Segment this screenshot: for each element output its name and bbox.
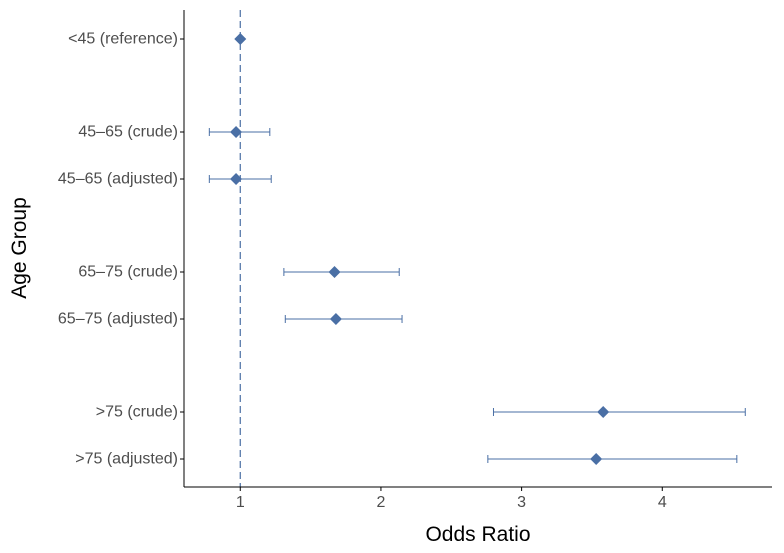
point-estimate-marker (590, 453, 603, 465)
point-estimate-marker (230, 126, 243, 138)
point-estimate-marker (597, 406, 610, 418)
error-bar (492, 408, 746, 416)
y-tick-label: <45 (reference) (68, 31, 178, 48)
y-tick-label: 45–65 (adjusted) (58, 171, 178, 188)
x-tick-label: 4 (658, 494, 667, 511)
x-axis: 1 2 3 4 (184, 486, 772, 511)
y-axis-title: Age Group (8, 197, 31, 299)
y-tick-label: 65–75 (crude) (78, 264, 178, 281)
point-estimate-marker (234, 33, 247, 45)
y-tick-label: 65–75 (adjusted) (58, 311, 178, 328)
point-estimate-marker (329, 313, 342, 325)
y-axis: <45 (reference) 45–65 (crude) 45–65 (adjus… (58, 10, 185, 487)
error-bar (487, 455, 738, 463)
x-tick-label: 2 (376, 494, 385, 511)
plot-marks (208, 10, 746, 487)
x-tick-label: 3 (517, 494, 526, 511)
y-tick-label: >75 (adjusted) (75, 451, 178, 468)
error-bar (284, 315, 403, 323)
point-estimate-marker (328, 266, 341, 278)
y-tick-label: >75 (crude) (96, 404, 178, 421)
point-estimate-marker (230, 173, 243, 185)
x-tick-label: 1 (236, 494, 245, 511)
x-axis-title: Odds Ratio (425, 523, 530, 546)
error-bar (283, 268, 400, 276)
y-tick-label: 45–65 (crude) (78, 124, 178, 141)
